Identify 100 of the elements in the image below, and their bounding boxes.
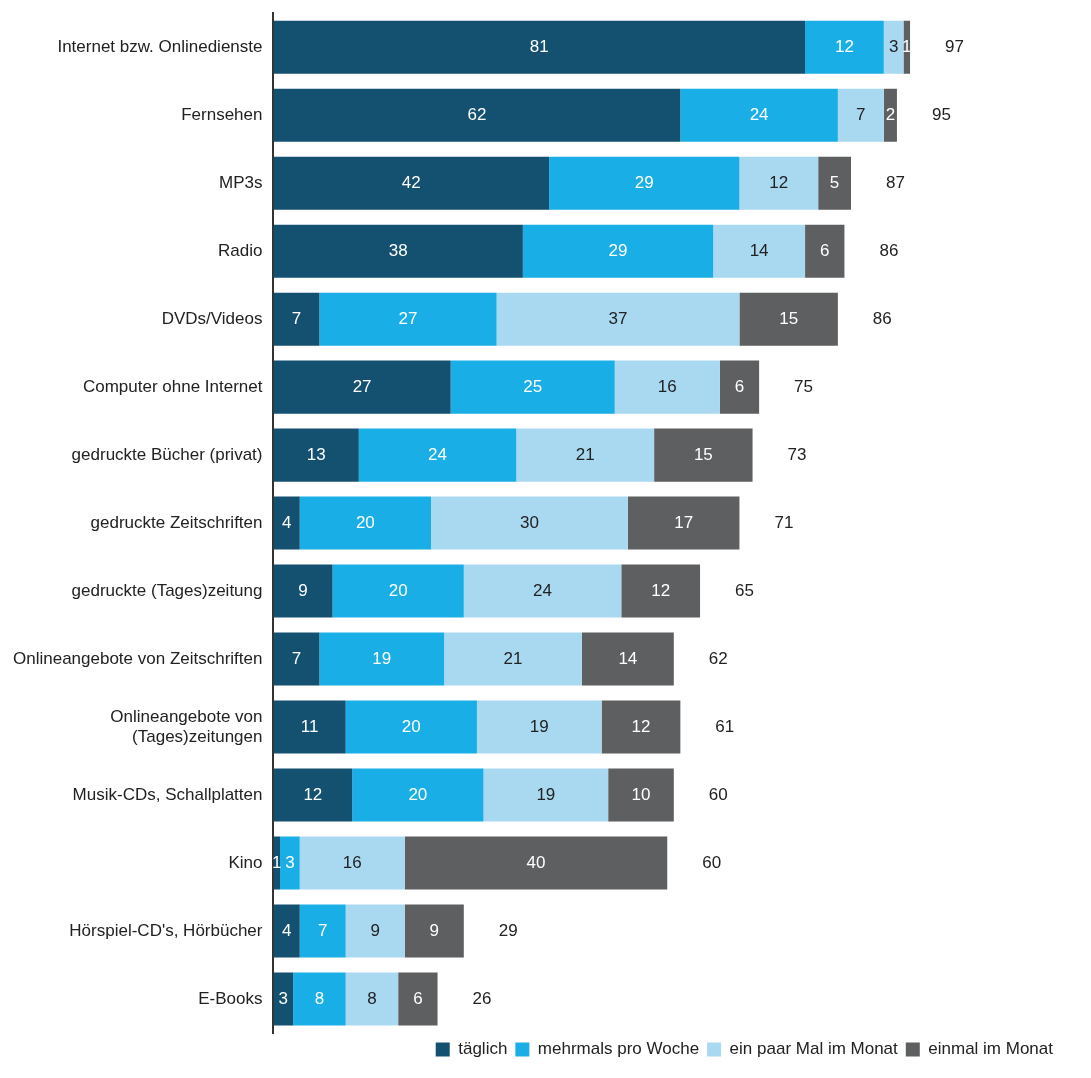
bar bbox=[581, 632, 674, 686]
y-tick-label: E-Books bbox=[198, 988, 263, 1008]
total-label: 60 bbox=[708, 784, 728, 804]
y-tick-label: gedruckte Zeitschriften bbox=[90, 512, 263, 532]
data-label: 4 bbox=[281, 512, 292, 532]
bar bbox=[398, 972, 438, 1026]
bar bbox=[713, 224, 806, 278]
bar bbox=[319, 632, 445, 686]
data-label: 25 bbox=[523, 376, 543, 396]
y-tick-label: Musik-CDs, Schallplatten bbox=[72, 784, 263, 804]
data-label: 19 bbox=[529, 716, 549, 736]
total-label: 65 bbox=[735, 580, 754, 600]
data-label: 8 bbox=[367, 988, 377, 1008]
data-label: 9 bbox=[298, 580, 308, 600]
data-label: 11 bbox=[300, 716, 319, 736]
total-label: 62 bbox=[708, 648, 728, 668]
bar bbox=[463, 564, 622, 618]
data-label: 20 bbox=[355, 512, 375, 532]
data-label: 16 bbox=[657, 376, 677, 396]
total-label: 97 bbox=[945, 36, 964, 56]
data-label: 12 bbox=[834, 36, 854, 56]
data-label: 24 bbox=[749, 104, 769, 124]
data-label: 27 bbox=[398, 308, 418, 328]
bar bbox=[444, 632, 582, 686]
data-label: 62 bbox=[467, 104, 487, 124]
y-tick-label: Kino bbox=[228, 852, 263, 872]
data-label: 81 bbox=[529, 36, 549, 56]
y-tick-label: gedruckte (Tages)zeitung bbox=[71, 580, 263, 600]
data-label: 15 bbox=[779, 308, 799, 328]
y-tick-label: Internet bzw. Onlinedienste bbox=[57, 36, 263, 56]
data-label: 16 bbox=[342, 852, 362, 872]
y-tick-label: Radio bbox=[218, 240, 263, 260]
bar bbox=[483, 768, 609, 822]
bar bbox=[273, 428, 359, 482]
data-label: 14 bbox=[749, 240, 769, 260]
data-label: 17 bbox=[674, 512, 694, 532]
bar bbox=[273, 156, 550, 210]
bar bbox=[345, 700, 477, 754]
data-label: 4 bbox=[281, 920, 292, 940]
data-label: 30 bbox=[519, 512, 539, 532]
data-label: 24 bbox=[428, 444, 448, 464]
bar bbox=[273, 292, 320, 346]
bar bbox=[273, 496, 300, 550]
y-tick-label: MP3s bbox=[219, 172, 263, 192]
y-tick-label: DVDs/Videos bbox=[161, 308, 263, 328]
bar bbox=[404, 904, 464, 958]
total-label: 26 bbox=[472, 988, 492, 1008]
bar bbox=[273, 700, 346, 754]
bar bbox=[654, 428, 753, 482]
bar bbox=[883, 20, 904, 74]
bar bbox=[280, 836, 300, 890]
y-tick-label: gedruckte Bücher (privat) bbox=[71, 444, 263, 464]
legend-label: ein paar Mal im Monat bbox=[729, 1039, 899, 1059]
bar bbox=[358, 428, 517, 482]
data-label: 21 bbox=[575, 444, 595, 464]
bar bbox=[450, 360, 615, 414]
bar bbox=[273, 904, 300, 958]
data-label: 19 bbox=[372, 648, 392, 668]
data-label: 38 bbox=[388, 240, 408, 260]
data-label: 19 bbox=[536, 784, 556, 804]
total-label: 75 bbox=[794, 376, 814, 396]
bar bbox=[273, 224, 523, 278]
bar bbox=[516, 428, 655, 482]
bar bbox=[883, 88, 897, 142]
bar bbox=[273, 972, 294, 1026]
data-label: 3 bbox=[888, 36, 899, 56]
data-label: 12 bbox=[303, 784, 323, 804]
y-tick-label: Hörspiel-CD's, Hörbücher bbox=[69, 920, 263, 940]
data-label: 9 bbox=[429, 920, 440, 940]
data-label: 20 bbox=[401, 716, 421, 736]
total-label: 60 bbox=[702, 852, 722, 872]
data-label: 5 bbox=[829, 172, 840, 192]
data-label: 12 bbox=[651, 580, 671, 600]
y-tick-label: Fernsehen bbox=[181, 104, 263, 124]
y-tick-label: Computer ohne Internet bbox=[82, 376, 263, 396]
total-label: 95 bbox=[931, 104, 951, 124]
data-label: 20 bbox=[388, 580, 408, 600]
bar bbox=[299, 496, 431, 550]
data-label: 3 bbox=[285, 852, 295, 872]
total-label: 73 bbox=[787, 444, 807, 464]
bar bbox=[299, 904, 346, 958]
bar bbox=[273, 768, 353, 822]
total-label: 87 bbox=[886, 172, 905, 192]
legend-label: einmal im Monat bbox=[928, 1039, 1054, 1059]
bar bbox=[522, 224, 714, 278]
data-label: 7 bbox=[856, 104, 866, 124]
total-label: 71 bbox=[774, 512, 794, 532]
data-label: 9 bbox=[370, 920, 380, 940]
bar bbox=[319, 292, 497, 346]
data-label: 13 bbox=[306, 444, 326, 464]
bar bbox=[608, 768, 674, 822]
data-label: 29 bbox=[634, 172, 654, 192]
bar bbox=[614, 360, 720, 414]
total-label: 61 bbox=[715, 716, 735, 736]
y-tick-label: Onlineangebote von (Tages)zeitungen bbox=[110, 706, 263, 746]
data-label: 6 bbox=[820, 240, 830, 260]
bar bbox=[273, 632, 320, 686]
data-label: 29 bbox=[608, 240, 628, 260]
bar bbox=[496, 292, 740, 346]
legend-label: täglich bbox=[458, 1039, 508, 1059]
